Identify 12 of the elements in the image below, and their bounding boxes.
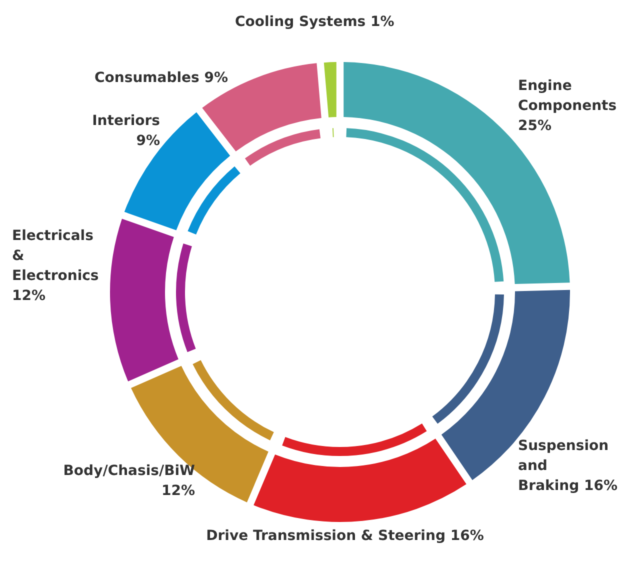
slice-label: Interiors	[92, 113, 160, 129]
data-label: 12%	[12, 288, 46, 304]
data-label: 25%	[518, 118, 552, 134]
slice-label: Electricals & Electronics	[12, 228, 99, 284]
data-label: 12%	[161, 483, 195, 499]
slice-label: Drive Transmission & Steering 16%	[206, 528, 484, 544]
slice-label: Consumables 9%	[94, 70, 228, 86]
slice-label: Body/Chasis/BiW	[63, 463, 195, 479]
slice-label: Cooling Systems 1%	[235, 14, 394, 30]
slice-label: Suspension and Braking 16%	[518, 438, 618, 494]
data-label: 9%	[136, 133, 160, 149]
slice-label: Engine Components	[518, 78, 617, 114]
